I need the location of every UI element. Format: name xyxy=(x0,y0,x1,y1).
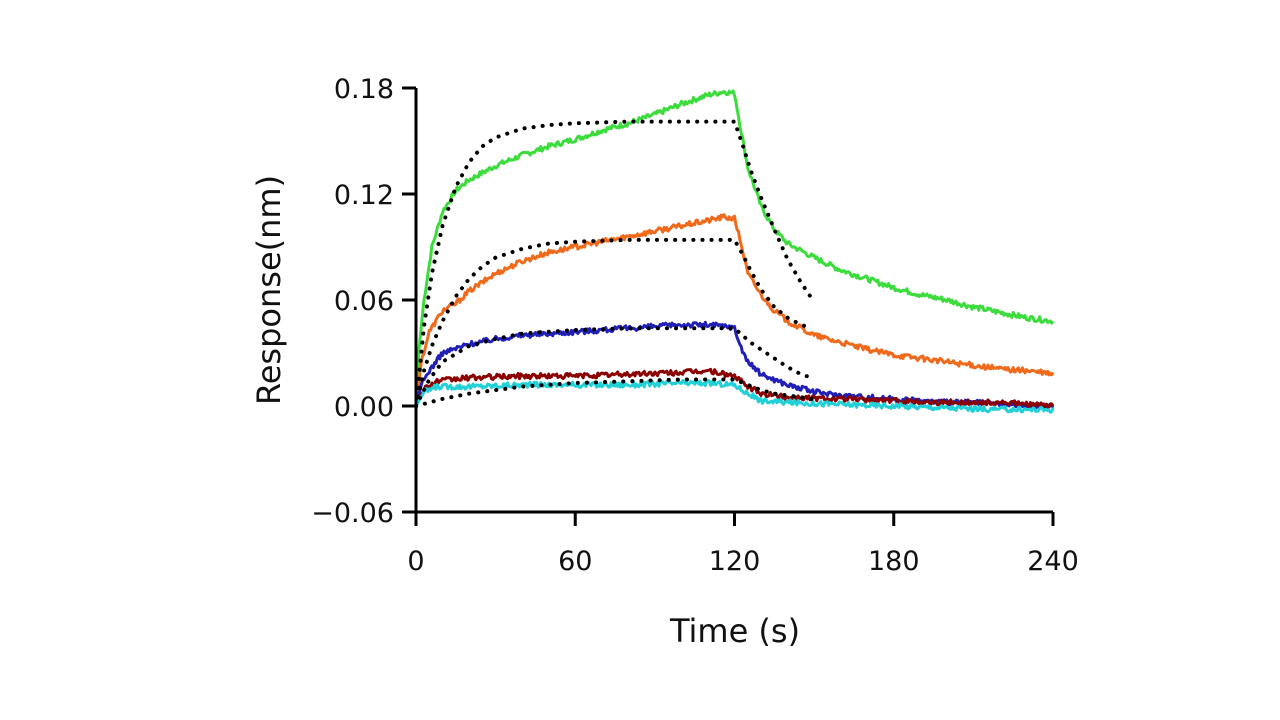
x-tick-label: 240 xyxy=(1027,546,1079,577)
response-trace-line xyxy=(414,89,1055,407)
y-tick-label: 0.06 xyxy=(334,286,394,317)
series-layer xyxy=(414,89,1055,414)
x-tick-label: 180 xyxy=(868,546,920,577)
response-trace-line xyxy=(414,367,1055,409)
y-axis-title: Response(nm) xyxy=(250,175,288,405)
fit-curve-line xyxy=(414,326,814,408)
x-tick-label: 120 xyxy=(709,546,761,577)
fit-curve-line xyxy=(414,237,814,408)
y-tick-label: 0.12 xyxy=(334,180,394,211)
response-trace-line xyxy=(414,213,1055,407)
axes-layer xyxy=(414,88,1053,514)
ticks-layer: 0 60 120 180 240 −0.06 0.00 0.06 0.12 0.18 xyxy=(311,74,1079,577)
response-trace-line xyxy=(414,320,1055,410)
y-tick-label: 0.18 xyxy=(334,74,394,105)
x-tick-label: 0 xyxy=(407,546,424,577)
fit-curve-line xyxy=(414,377,814,408)
response-trace-line xyxy=(414,379,1055,414)
x-axis-title: Time (s) xyxy=(669,612,800,650)
y-tick-label: −0.06 xyxy=(311,498,394,529)
x-tick-label: 60 xyxy=(558,546,592,577)
y-tick-label: 0.00 xyxy=(334,392,394,423)
